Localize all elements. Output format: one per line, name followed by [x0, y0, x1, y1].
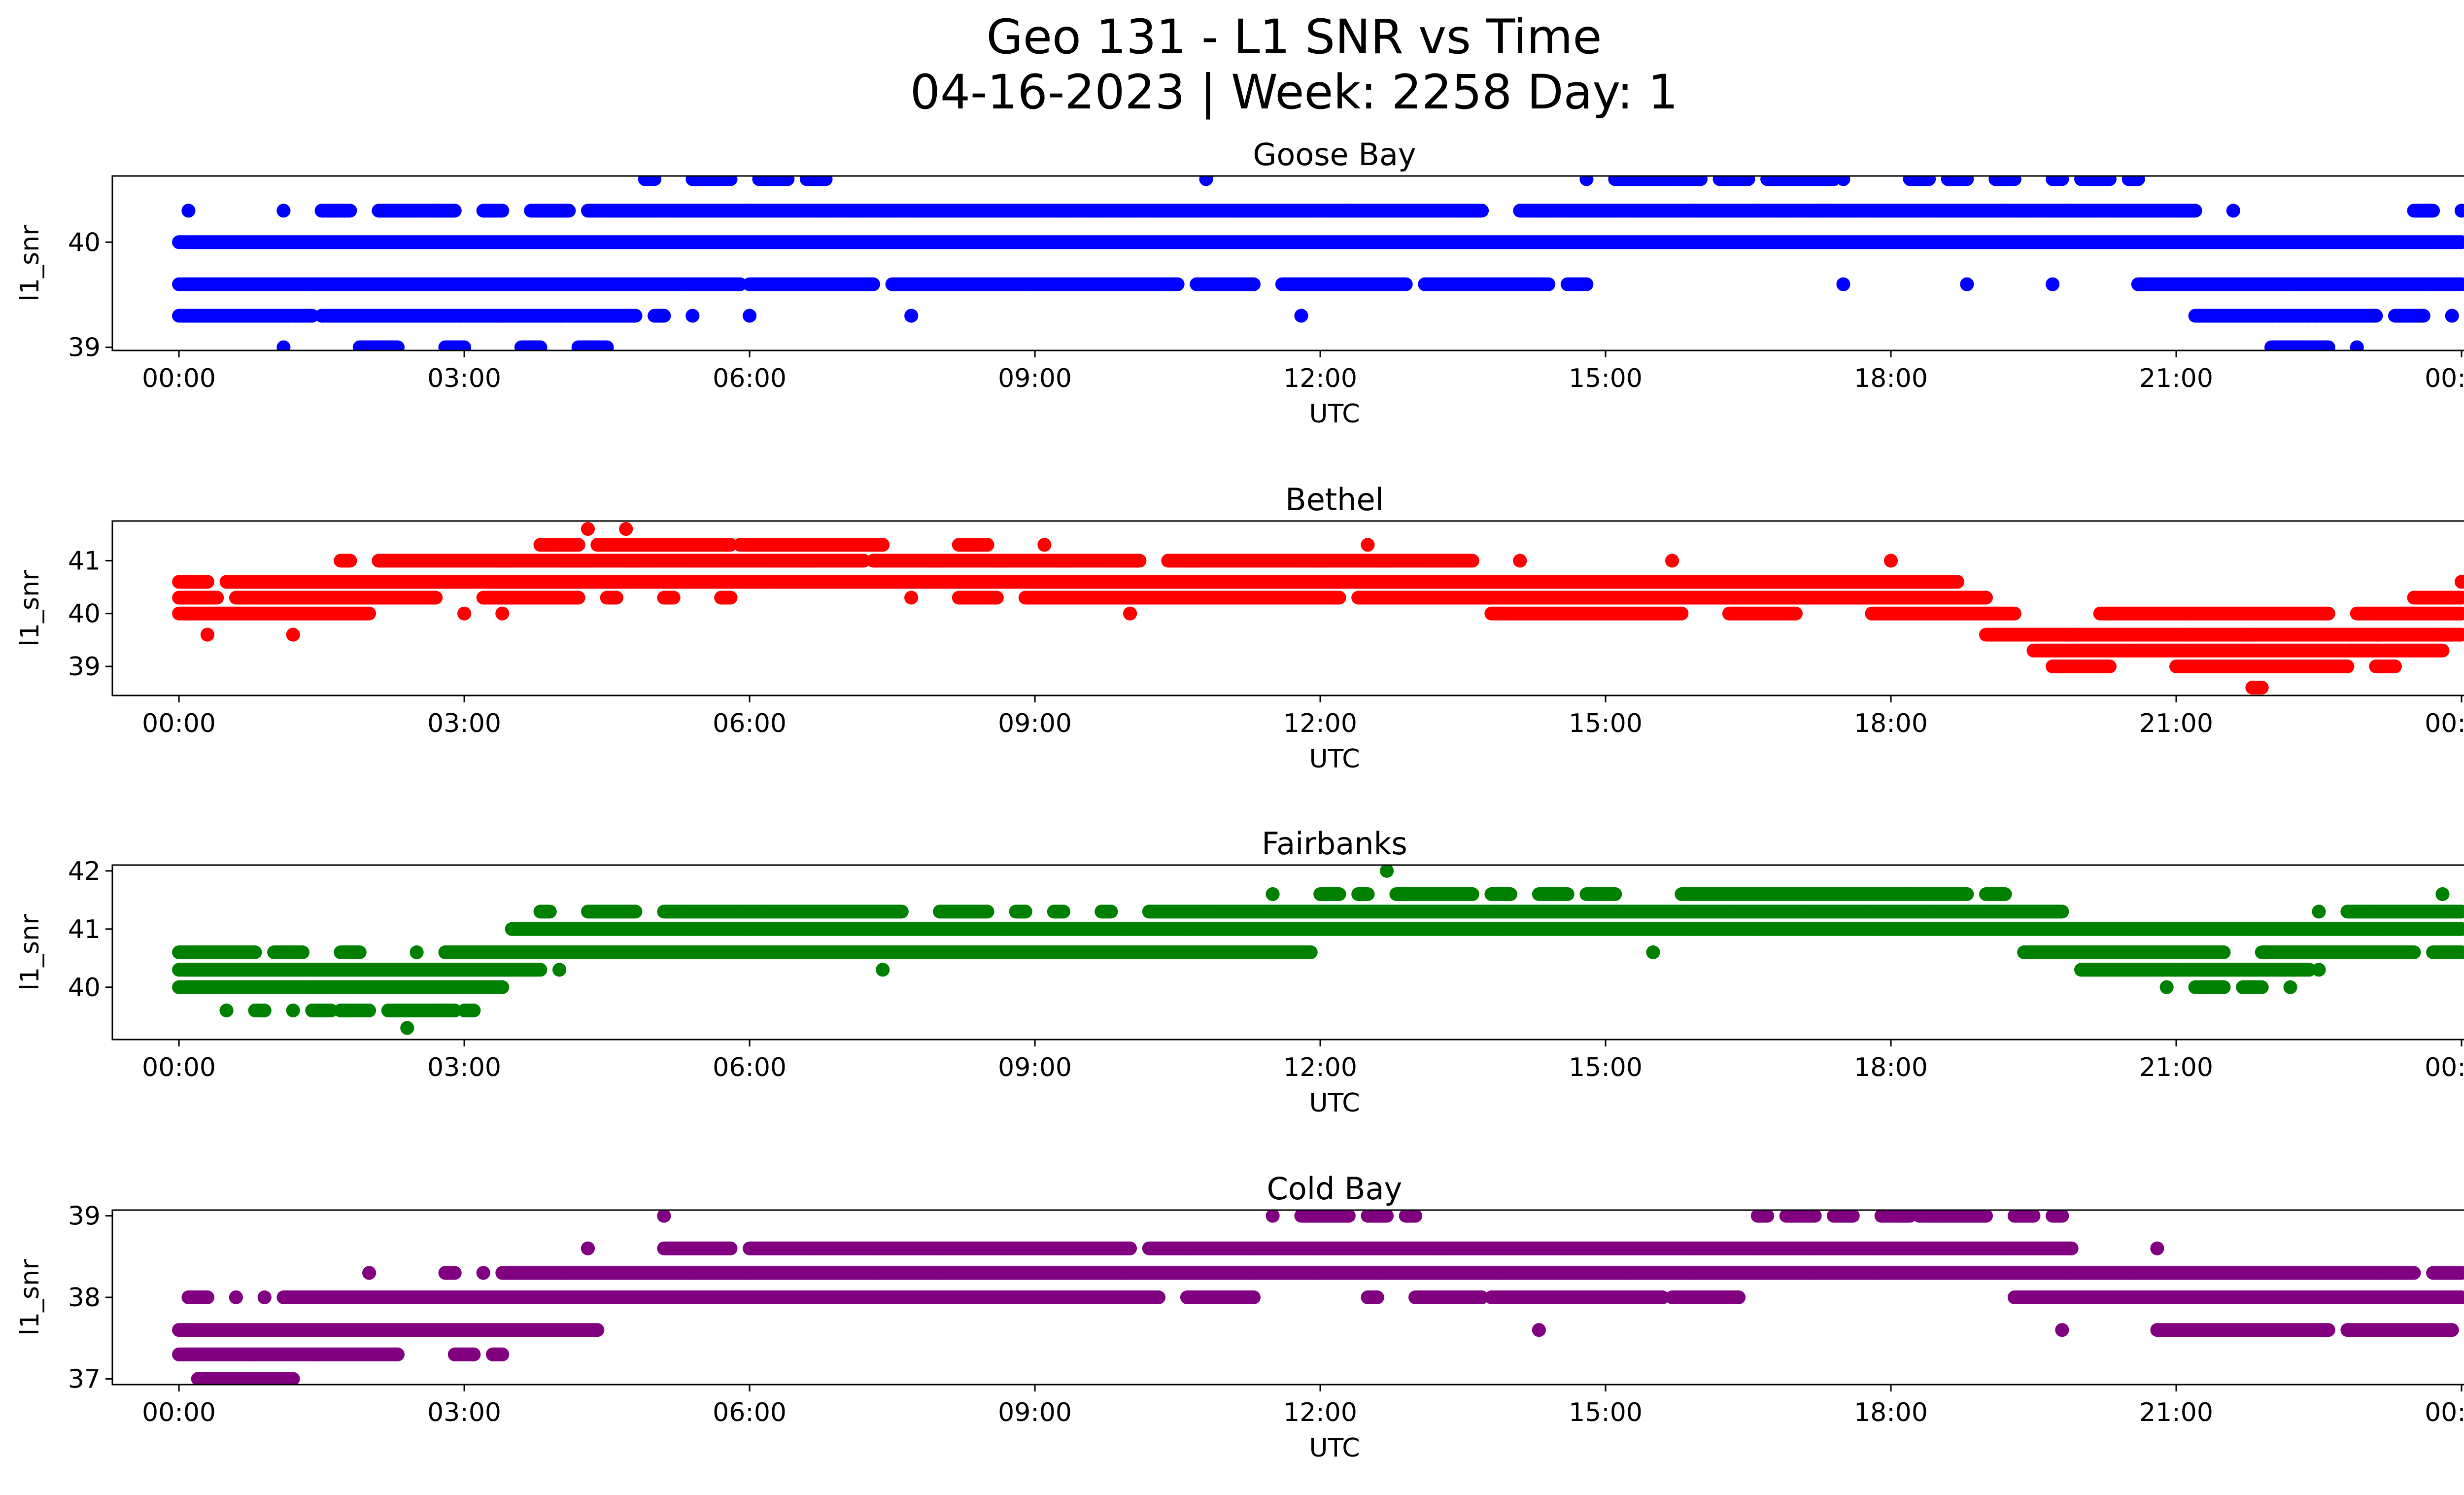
data-point — [343, 204, 357, 218]
data-point — [1475, 204, 1489, 218]
data-point — [1247, 277, 1261, 291]
figure-title-line1: Geo 131 - L1 SNR vs Time — [987, 9, 1602, 65]
data-point — [447, 204, 462, 218]
data-point — [1170, 277, 1185, 291]
data-point — [562, 204, 576, 218]
data-point — [1579, 277, 1594, 291]
subplot-title: Goose Bay — [1253, 137, 1416, 173]
data-point — [1541, 277, 1556, 291]
figure-title-line2: 04-16-2023 | Week: 2258 Day: 1 — [910, 65, 1678, 120]
scatter-points — [172, 176, 2464, 350]
data-point — [866, 277, 880, 291]
data-point — [2046, 277, 2060, 291]
data-point — [495, 204, 510, 218]
data-point — [276, 204, 291, 218]
data-point — [181, 204, 196, 218]
data-point — [1836, 277, 1850, 291]
data-point — [1399, 277, 1413, 291]
data-point — [1960, 277, 1974, 291]
